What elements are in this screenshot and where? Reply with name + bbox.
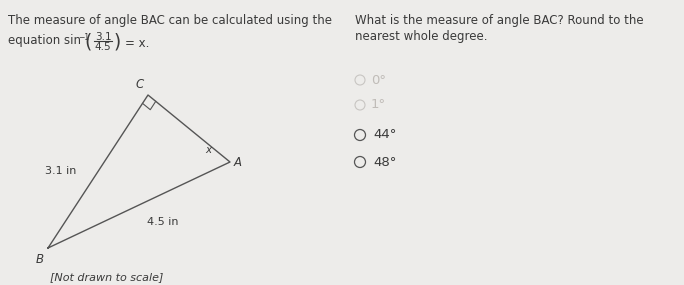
Text: (: ( — [84, 33, 92, 52]
Text: 3.1 in: 3.1 in — [44, 166, 76, 176]
Text: 44°: 44° — [373, 129, 396, 141]
Text: C: C — [135, 78, 144, 91]
Text: What is the measure of angle BAC? Round to the: What is the measure of angle BAC? Round … — [355, 14, 644, 27]
Text: A: A — [234, 156, 242, 168]
Text: 3.1: 3.1 — [94, 32, 111, 42]
Text: The measure of angle BAC can be calculated using the: The measure of angle BAC can be calculat… — [8, 14, 332, 27]
Text: 4.5 in: 4.5 in — [147, 217, 179, 227]
Text: [Not drawn to scale]: [Not drawn to scale] — [50, 272, 163, 282]
Text: = x.: = x. — [125, 37, 149, 50]
Text: nearest whole degree.: nearest whole degree. — [355, 30, 488, 43]
Text: equation sin: equation sin — [8, 34, 81, 47]
Text: −1: −1 — [78, 33, 89, 42]
Text: x: x — [205, 145, 211, 155]
Text: 48°: 48° — [373, 156, 396, 168]
Text: B: B — [36, 253, 44, 266]
Text: ): ) — [114, 33, 121, 52]
Text: 1°: 1° — [371, 99, 386, 111]
Text: 0°: 0° — [371, 74, 386, 87]
Text: 4.5: 4.5 — [94, 42, 111, 52]
